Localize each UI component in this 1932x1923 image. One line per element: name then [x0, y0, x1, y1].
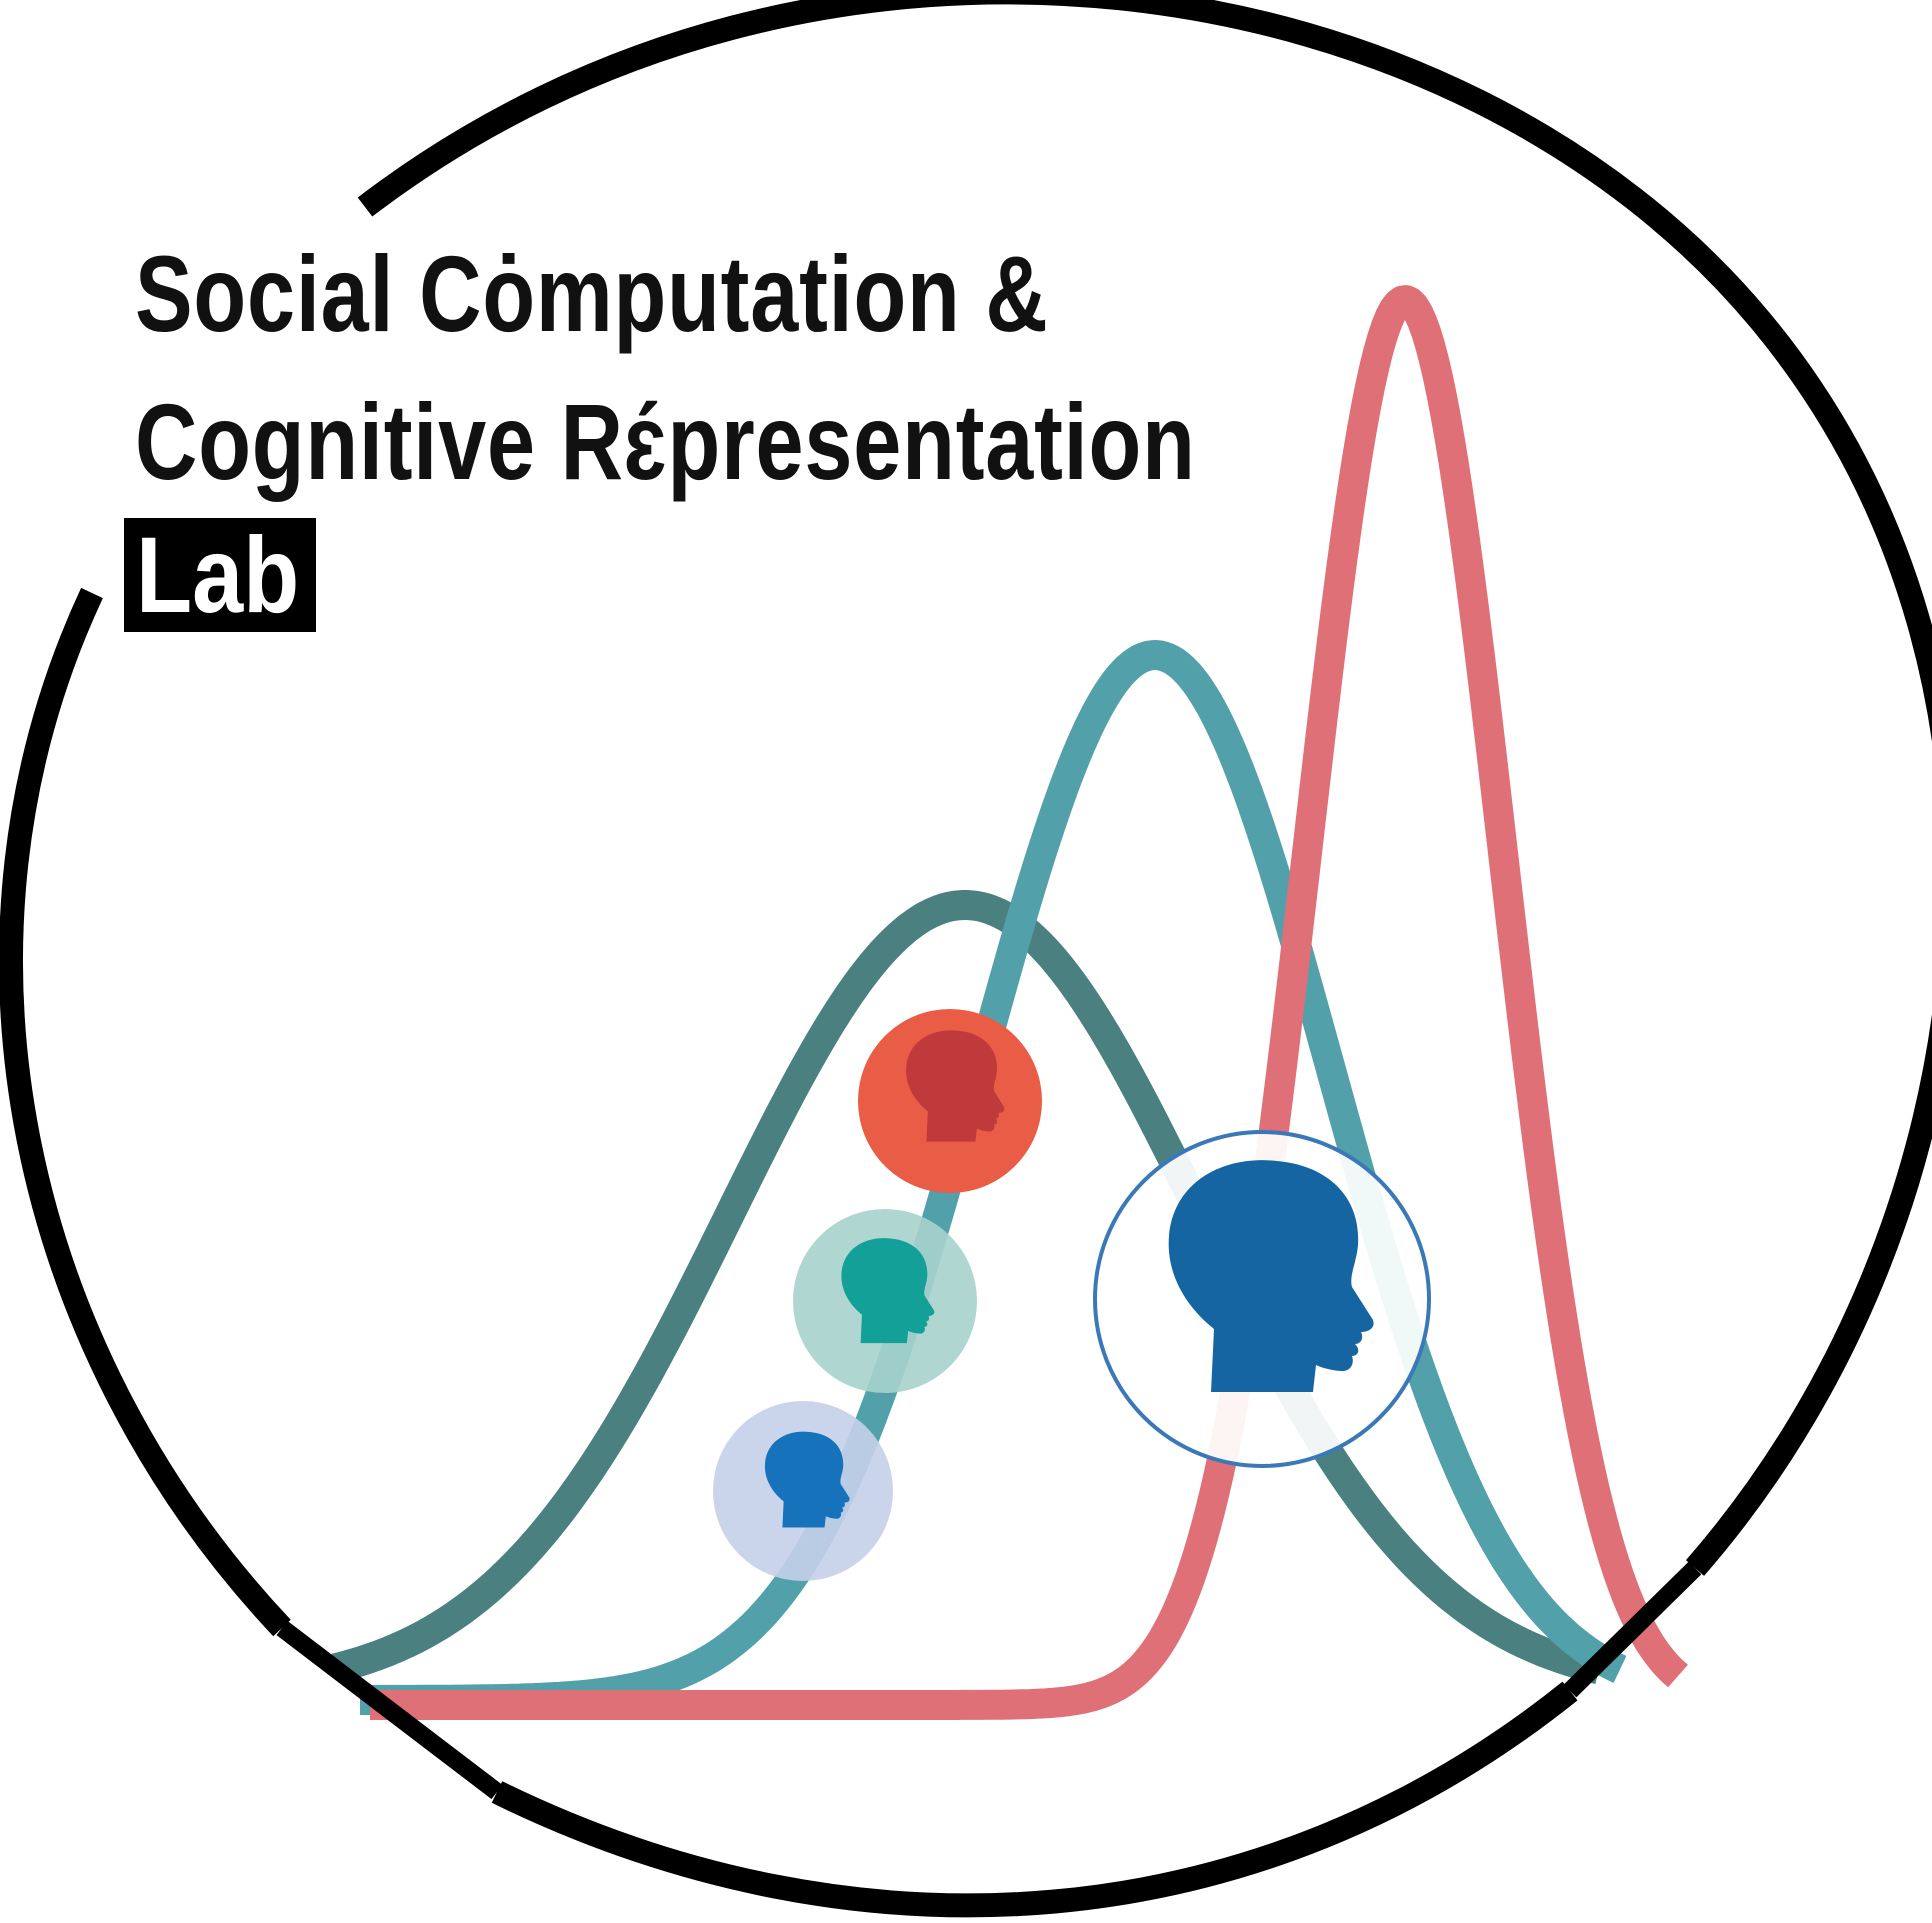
head-bubbles — [713, 1009, 1431, 1581]
large-blue-head-bubble — [1093, 1130, 1431, 1468]
frame-lower-left-cut — [276, 1620, 503, 1800]
lab-badge: Lab — [124, 518, 316, 632]
red-head-icon — [906, 1030, 1005, 1142]
large-blue-head-icon — [1168, 1160, 1374, 1392]
frame-bottom-arc — [491, 1681, 1578, 1918]
lab-title-line-1: Social Cȯmputation & — [135, 233, 1049, 354]
frame-left-arc — [0, 587, 291, 1637]
red-head-bubble — [858, 1009, 1042, 1193]
distribution-curves — [324, 285, 1689, 1720]
small-blue-head-icon — [764, 1431, 850, 1528]
lab-badge-text: Lab — [136, 514, 300, 635]
teal-head-icon — [841, 1238, 935, 1344]
frame-lower-right-cut — [1563, 1561, 1702, 1698]
narrow-distribution-curve — [359, 285, 1689, 1720]
teal-head-bubble — [793, 1209, 977, 1393]
wide-distribution-curve — [324, 890, 1610, 1684]
lab-title-line-2: Cognitive Rɛ́presentation — [135, 381, 1196, 502]
small-blue-head-bubble — [713, 1401, 893, 1581]
frame-upper-arc — [357, 0, 1932, 1576]
